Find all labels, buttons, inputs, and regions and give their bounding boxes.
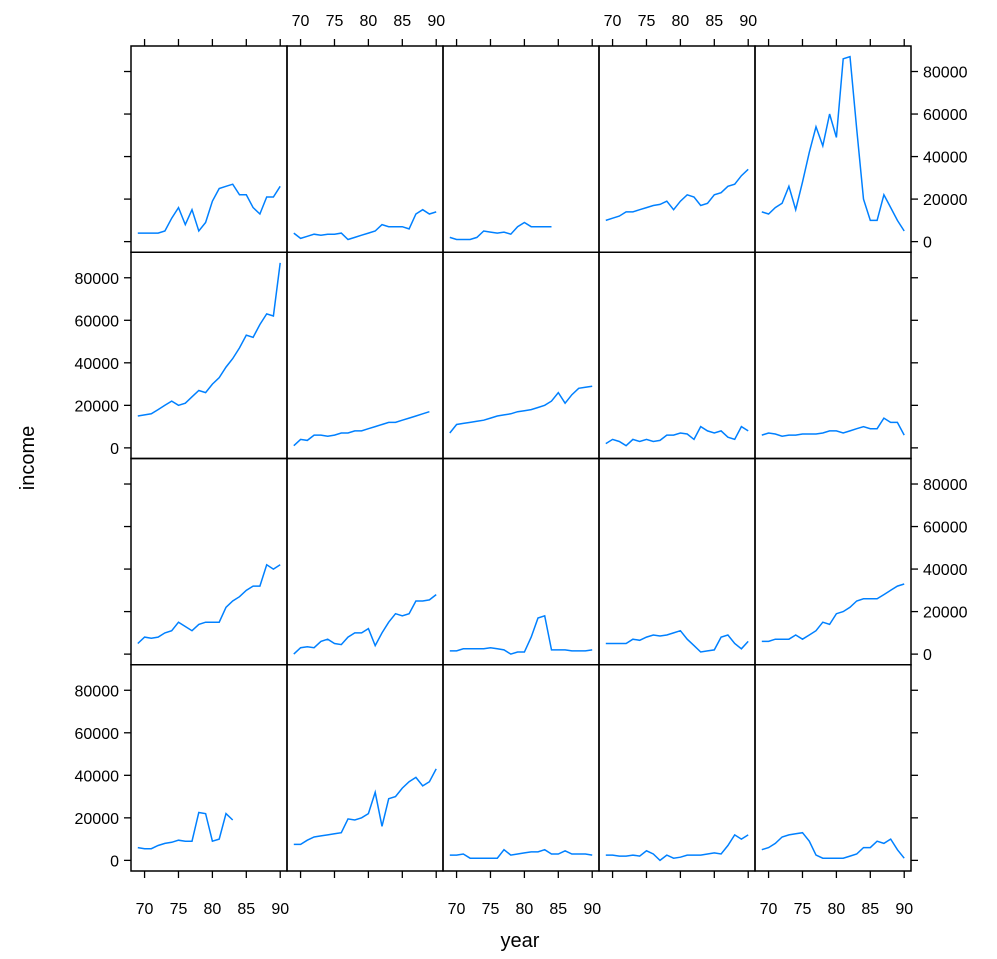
series-line-r3-c5 bbox=[761, 583, 905, 643]
x-tick-label-bottom-c1-80: 80 bbox=[203, 901, 221, 918]
x-tick-label-bottom-c3-90: 90 bbox=[583, 901, 601, 918]
x-tick-label-bottom-c5-90: 90 bbox=[895, 901, 913, 918]
series-line-r3-c2 bbox=[293, 594, 437, 655]
panel-frame-r1-c4 bbox=[598, 45, 756, 253]
x-tick-label-top-c4-75: 75 bbox=[638, 13, 656, 30]
x-tick-label-bottom-c5-75: 75 bbox=[794, 901, 812, 918]
y-tick-label-left-r2-40000: 40000 bbox=[75, 356, 120, 373]
y-tick-label-right-r1-0: 0 bbox=[923, 235, 932, 252]
series-line-r1-c4 bbox=[605, 168, 749, 222]
tick-labels: 70 75 80 85 90 70 75 80 85 90 70 75 80 85 90 70 75 80 85 90… bbox=[75, 13, 968, 918]
x-tick-label-bottom-c3-75: 75 bbox=[482, 901, 500, 918]
y-tick-label-right-r1-60000: 60000 bbox=[923, 107, 968, 124]
panel-frame-r3-c5 bbox=[754, 457, 912, 666]
x-tick-label-top-c2-75: 75 bbox=[326, 13, 344, 30]
x-tick-label-bottom-c1-85: 85 bbox=[237, 901, 255, 918]
series-line-r2-c5 bbox=[761, 417, 905, 437]
y-tick-label-right-r1-80000: 80000 bbox=[923, 65, 968, 82]
x-tick-label-top-c2-70: 70 bbox=[292, 13, 310, 30]
series-line-r2-c3 bbox=[449, 385, 593, 434]
series-line-r2-c1 bbox=[137, 262, 281, 417]
y-tick-label-right-r3-40000: 40000 bbox=[923, 562, 968, 579]
y-tick-label-right-r3-60000: 60000 bbox=[923, 520, 968, 537]
x-tick-label-bottom-c3-85: 85 bbox=[549, 901, 567, 918]
y-tick-label-left-r2-0: 0 bbox=[110, 441, 119, 458]
series-line-r4-c5 bbox=[761, 831, 905, 859]
y-tick-label-right-r1-40000: 40000 bbox=[923, 150, 968, 167]
panel-frame-r2-c3 bbox=[442, 251, 600, 460]
series-line-r4-c2 bbox=[293, 768, 437, 846]
x-tick-label-top-c2-90: 90 bbox=[427, 13, 445, 30]
series-line-r1-c3 bbox=[449, 221, 552, 241]
y-tick-label-left-r2-60000: 60000 bbox=[75, 313, 120, 330]
y-tick-label-left-r4-20000: 20000 bbox=[75, 811, 120, 828]
x-tick-label-bottom-c1-90: 90 bbox=[271, 901, 289, 918]
y-tick-label-left-r2-20000: 20000 bbox=[75, 398, 120, 415]
x-tick-label-top-c4-70: 70 bbox=[604, 13, 622, 30]
x-tick-label-top-c2-80: 80 bbox=[359, 13, 377, 30]
x-tick-label-bottom-c3-80: 80 bbox=[515, 901, 533, 918]
series-line-r4-c4 bbox=[605, 833, 749, 862]
y-tick-label-right-r3-0: 0 bbox=[923, 647, 932, 664]
y-tick-label-left-r4-60000: 60000 bbox=[75, 726, 120, 743]
panel-frame-r4-c3 bbox=[442, 664, 600, 872]
series-line-r4-c3 bbox=[449, 848, 593, 859]
panel-frame-r1-c2 bbox=[286, 45, 444, 253]
x-tick-label-top-c4-85: 85 bbox=[705, 13, 723, 30]
y-tick-label-left-r4-80000: 80000 bbox=[75, 683, 120, 700]
series-line-r3-c3 bbox=[449, 614, 593, 655]
panels bbox=[130, 45, 912, 872]
panel-frame-r2-c1 bbox=[130, 251, 288, 460]
x-tick-label-bottom-c5-70: 70 bbox=[760, 901, 778, 918]
series-line-r2-c2 bbox=[293, 410, 430, 447]
series-line-r3-c4 bbox=[605, 629, 749, 653]
x-tick-label-top-c4-80: 80 bbox=[671, 13, 689, 30]
y-axis-title: income bbox=[17, 426, 39, 490]
x-tick-label-bottom-c5-85: 85 bbox=[861, 901, 879, 918]
series-line-r4-c1 bbox=[137, 811, 234, 850]
panel-frame-r4-c1 bbox=[130, 664, 288, 872]
y-tick-label-left-r4-0: 0 bbox=[110, 853, 119, 870]
y-tick-label-right-r3-80000: 80000 bbox=[923, 477, 968, 494]
panel-frame-r3-c2 bbox=[286, 457, 444, 666]
y-tick-label-right-r3-20000: 20000 bbox=[923, 605, 968, 622]
panel-frame-r1-c1 bbox=[130, 45, 288, 253]
panel-frame-r2-c5 bbox=[754, 251, 912, 460]
x-tick-label-bottom-c1-70: 70 bbox=[136, 901, 154, 918]
panel-frame-r3-c4 bbox=[598, 457, 756, 666]
x-tick-label-bottom-c5-80: 80 bbox=[827, 901, 845, 918]
x-tick-label-top-c2-85: 85 bbox=[393, 13, 411, 30]
x-tick-label-bottom-c1-75: 75 bbox=[170, 901, 188, 918]
x-tick-label-bottom-c3-70: 70 bbox=[448, 901, 466, 918]
panel-frame-r1-c5 bbox=[754, 45, 912, 253]
x-tick-label-top-c4-90: 90 bbox=[739, 13, 757, 30]
panel-frame-r3-c3 bbox=[442, 457, 600, 666]
panel-frame-r4-c2 bbox=[286, 664, 444, 872]
series-line-r2-c4 bbox=[605, 425, 749, 447]
series-line-r3-c1 bbox=[137, 563, 281, 645]
x-axis-title: year bbox=[501, 930, 540, 952]
panel-frame-r1-c3 bbox=[442, 45, 600, 253]
series-line-r1-c2 bbox=[293, 208, 437, 241]
y-tick-label-left-r4-40000: 40000 bbox=[75, 768, 120, 785]
panel-frame-r3-c1 bbox=[130, 457, 288, 666]
panel-frame-r4-c5 bbox=[754, 664, 912, 872]
panel-frame-r2-c2 bbox=[286, 251, 444, 460]
y-tick-label-left-r2-80000: 80000 bbox=[75, 271, 120, 288]
y-tick-label-right-r1-20000: 20000 bbox=[923, 192, 968, 209]
panel-frame-r2-c4 bbox=[598, 251, 756, 460]
series-line-r1-c5 bbox=[761, 55, 905, 232]
series-line-r1-c1 bbox=[137, 183, 281, 234]
axis-ticks bbox=[124, 39, 918, 878]
